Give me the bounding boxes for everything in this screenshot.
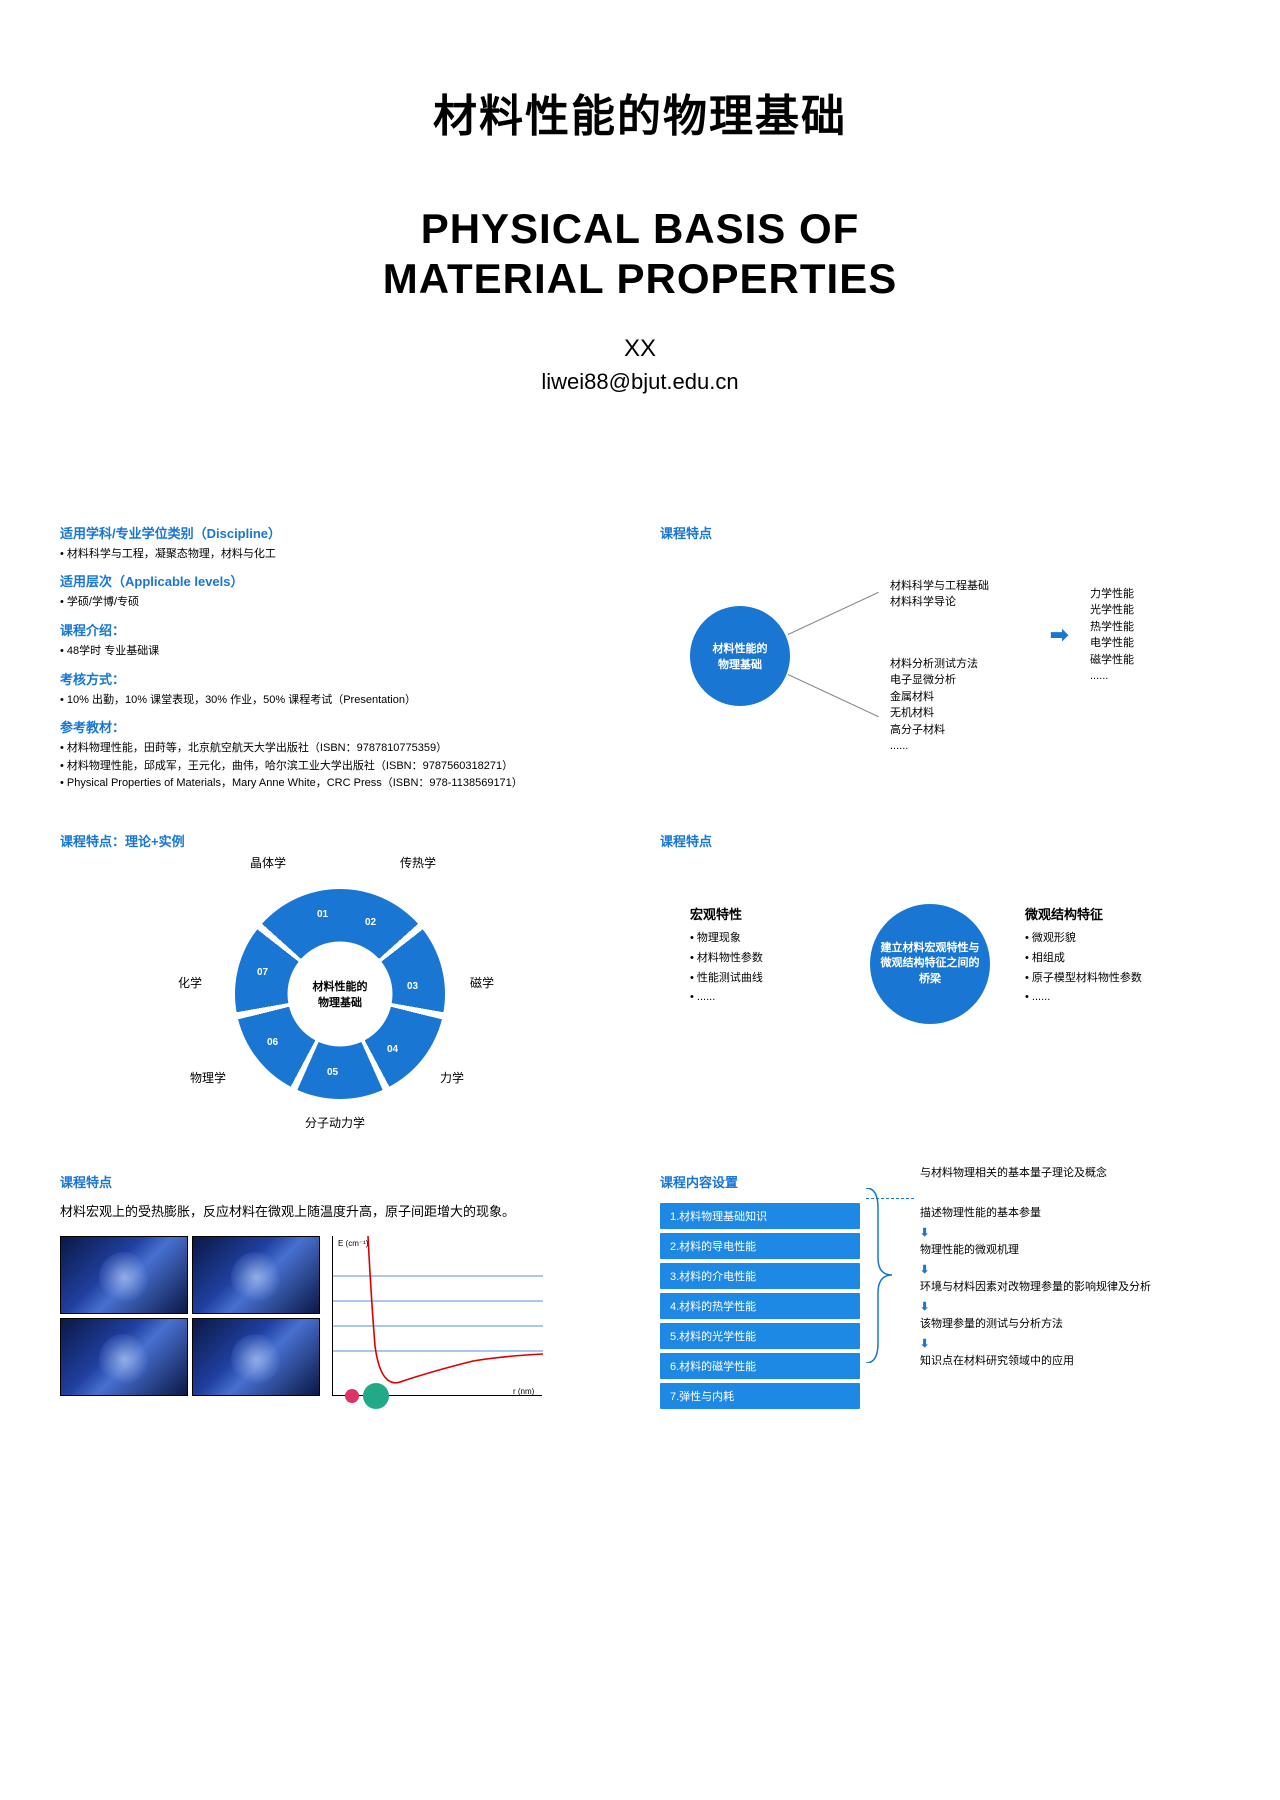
panel-info: 适用学科/专业学位类别（Discipline） 材料科学与工程，凝聚态物理，材料… bbox=[60, 515, 620, 793]
ring-center: 材料性能的物理基础 bbox=[313, 978, 368, 1010]
p6-list: 1.材料物理基础知识 2.材料的导电性能 3.材料的介电性能 4.材料的热学性能… bbox=[660, 1203, 860, 1409]
arrow-icon: ➡ bbox=[1050, 622, 1068, 648]
down-arrow-icon: ⬇ bbox=[920, 1300, 1151, 1313]
p4-right: 微观结构特征 微观形貌相组成 原子模型材料物性参数...... bbox=[1025, 904, 1142, 1008]
thermal-image bbox=[192, 1318, 320, 1396]
panel-bridge: 课程特点 宏观特性 物理现象材料物性参数 性能测试曲线...... 建立材料宏观… bbox=[660, 823, 1220, 1134]
down-arrow-icon: ⬇ bbox=[920, 1263, 1151, 1276]
down-arrow-icon: ⬇ bbox=[920, 1226, 1151, 1239]
chart-ylabel: E (cm⁻¹) bbox=[338, 1239, 369, 1248]
brace-icon bbox=[864, 1188, 894, 1366]
discipline-head: 适用学科/专业学位类别（Discipline） bbox=[60, 523, 620, 542]
p2-right: 力学性能光学性能热学性能 电学性能磁学性能...... bbox=[1090, 586, 1134, 685]
chart-xlabel: r (nm) bbox=[513, 1387, 535, 1396]
assess-head: 考核方式： bbox=[60, 669, 620, 688]
panel-ring: 课程特点：理论+实例 材料性能的物理基础 01 02 03 04 05 06 0… bbox=[60, 823, 620, 1134]
thermal-image bbox=[192, 1236, 320, 1314]
p4-left: 宏观特性 物理现象材料物性参数 性能测试曲线...... bbox=[690, 904, 763, 1008]
author: XX bbox=[60, 335, 1220, 363]
levels-head: 适用层次（Applicable levels） bbox=[60, 571, 620, 590]
down-arrow-icon: ⬇ bbox=[920, 1337, 1151, 1350]
atom-icon bbox=[363, 1383, 389, 1409]
potential-chart: E (cm⁻¹) r (nm) bbox=[332, 1236, 542, 1396]
books-head: 参考教材： bbox=[60, 717, 620, 736]
p5-head: 课程特点 bbox=[60, 1172, 620, 1191]
p6-desc: 与材料物理相关的基本量子理论及概念 描述物理性能的基本参量 ⬇ 物理性能的微观机… bbox=[920, 1164, 1151, 1374]
p2-head: 课程特点 bbox=[660, 523, 1220, 542]
email: liwei88@bjut.edu.cn bbox=[60, 369, 1220, 395]
atom-icon bbox=[345, 1389, 359, 1403]
p2-bot: 材料分析测试方法电子显微分析金属材料 无机材料高分子材料...... bbox=[890, 656, 978, 755]
thermal-image bbox=[60, 1236, 188, 1314]
intro-head: 课程介绍： bbox=[60, 620, 620, 639]
title-cn: 材料性能的物理基础 bbox=[60, 80, 1220, 144]
p5-image-grid bbox=[60, 1236, 320, 1396]
thermal-image bbox=[60, 1318, 188, 1396]
panel-contents: 课程内容设置 1.材料物理基础知识 2.材料的导电性能 3.材料的介电性能 4.… bbox=[660, 1164, 1220, 1413]
panel-example: 课程特点 材料宏观上的受热膨胀，反应材料在微观上随温度升高，原子间距增大的现象。 bbox=[60, 1164, 620, 1413]
p2-bubble: 材料性能的物理基础 bbox=[690, 606, 790, 706]
p5-intro: 材料宏观上的受热膨胀，反应材料在微观上随温度升高，原子间距增大的现象。 bbox=[60, 1201, 620, 1220]
p4-head: 课程特点 bbox=[660, 831, 1220, 850]
title-en: PHYSICAL BASIS OFMATERIAL PROPERTIES bbox=[60, 204, 1220, 305]
p2-top: 材料科学与工程基础材料科学导论 bbox=[890, 578, 989, 611]
panel-features-bubble: 课程特点 材料性能的物理基础 材料科学与工程基础材料科学导论 材料分析测试方法电… bbox=[660, 515, 1220, 793]
p4-bubble: 建立材料宏观特性与微观结构特征之间的桥梁 bbox=[870, 904, 990, 1024]
p3-head: 课程特点：理论+实例 bbox=[60, 831, 620, 850]
